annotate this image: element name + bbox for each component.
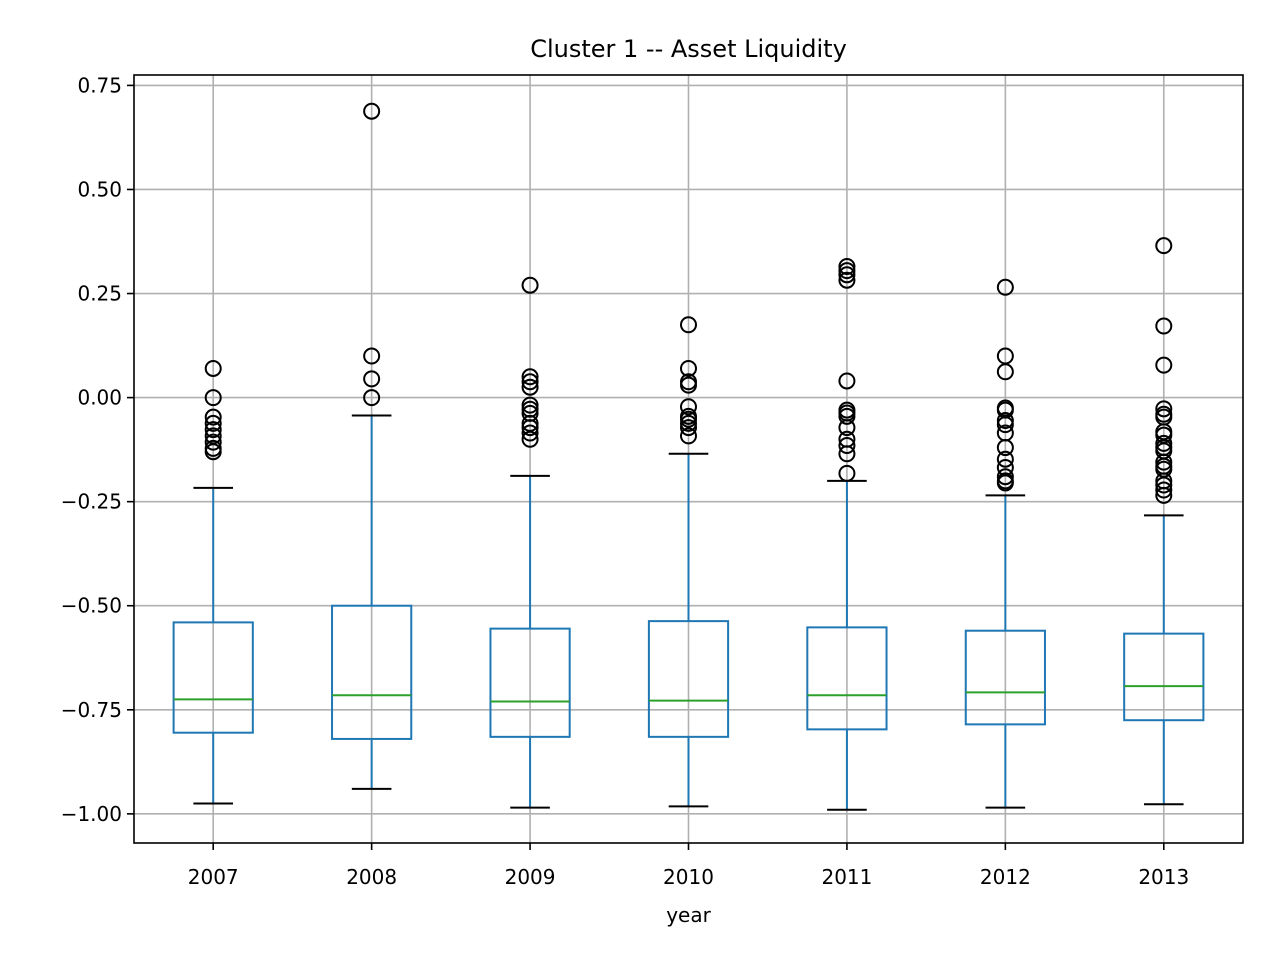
x-tick-label: 2013 [1138, 865, 1189, 889]
box-group-2012 [964, 278, 1046, 809]
box-group-2011 [806, 257, 888, 811]
outlier-point [838, 407, 856, 425]
y-axis: −1.00 −0.75 −0.50 −0.25 0.00 0.25 0.50 0.75 [61, 73, 134, 826]
outlier-point [838, 436, 856, 454]
outlier-point [680, 316, 697, 334]
y-tick-label: −0.75 [61, 698, 122, 722]
x-tick-label: 2012 [980, 865, 1031, 889]
box-iqr [1123, 632, 1205, 722]
outlier-point [680, 414, 697, 432]
y-tick-label: −0.25 [61, 490, 122, 514]
box-iqr [172, 621, 254, 734]
outlier-point [521, 373, 539, 391]
x-tick-label: 2008 [346, 865, 397, 889]
grid [134, 75, 1243, 843]
outlier-point [1155, 486, 1173, 504]
outlier-point [996, 439, 1014, 457]
outlier-point [838, 262, 856, 280]
outlier-point [363, 370, 381, 388]
outlier-point [521, 378, 539, 396]
outlier-point [521, 396, 539, 414]
outlier-point [363, 347, 381, 365]
box-iqr [647, 620, 730, 738]
outlier-point [204, 414, 222, 432]
outlier-point [1155, 317, 1173, 335]
outlier-point [363, 389, 381, 407]
outlier-point [521, 368, 539, 386]
outlier-point [996, 416, 1014, 434]
outlier-point [996, 278, 1014, 296]
x-tick-label: 2010 [663, 865, 714, 889]
outlier-point [521, 276, 539, 294]
x-tick-label: 2007 [188, 865, 239, 889]
boxes [172, 102, 1205, 811]
outlier-point [680, 359, 697, 377]
y-tick-label: 0.00 [77, 386, 122, 410]
x-tick-label: 2009 [505, 865, 556, 889]
box-group-2007 [172, 359, 254, 805]
outlier-point [838, 419, 856, 437]
box-iqr [331, 604, 413, 740]
outlier-point [838, 464, 856, 482]
outlier-point [1155, 434, 1173, 452]
box-group-2008 [331, 102, 413, 790]
box-group-2013 [1123, 237, 1205, 806]
outlier-point [838, 445, 856, 463]
box-iqr [964, 629, 1046, 726]
y-tick-label: −1.00 [61, 802, 122, 826]
y-tick-label: 0.25 [77, 282, 122, 306]
outlier-point [838, 266, 856, 284]
outlier-point [363, 102, 381, 120]
outlier-point [680, 419, 697, 437]
outlier-point [996, 411, 1014, 429]
outlier-point [996, 474, 1014, 492]
y-tick-label: −0.50 [61, 594, 122, 618]
outlier-point [521, 430, 539, 448]
box-group-2010 [647, 316, 730, 808]
outlier-point [680, 376, 697, 394]
outlier-point [1155, 356, 1173, 374]
x-axis: 2007 2008 2009 2010 2011 2012 2013 [188, 843, 1189, 889]
x-tick-label: 2011 [821, 865, 872, 889]
x-axis-label: year [666, 903, 711, 927]
outlier-point [996, 468, 1014, 486]
outlier-point [680, 410, 697, 428]
outlier-point [204, 421, 222, 439]
chart-title: Cluster 1 -- Asset Liquidity [530, 35, 847, 63]
outlier-point [1155, 481, 1173, 499]
outlier-point [1155, 453, 1173, 471]
outlier-point [1155, 237, 1173, 255]
outlier-point [680, 398, 697, 416]
outlier-point [204, 408, 222, 426]
outlier-point [521, 424, 539, 442]
outlier-point [996, 450, 1014, 468]
y-tick-label: 0.75 [77, 73, 122, 97]
outlier-point [1155, 476, 1173, 494]
outlier-point [838, 257, 856, 275]
outlier-point [204, 359, 222, 377]
outlier-point [838, 271, 856, 289]
outlier-point [996, 363, 1014, 381]
outlier-point [204, 389, 222, 407]
outlier-point [1155, 400, 1173, 418]
outlier-point [680, 427, 697, 445]
box-group-2009 [489, 276, 571, 809]
outlier-point [838, 372, 856, 390]
box-iqr [489, 627, 571, 738]
outlier-point [204, 443, 222, 461]
y-tick-label: 0.50 [77, 177, 122, 201]
outlier-point [204, 433, 222, 451]
box-iqr [806, 626, 888, 731]
outlier-point [521, 419, 539, 437]
